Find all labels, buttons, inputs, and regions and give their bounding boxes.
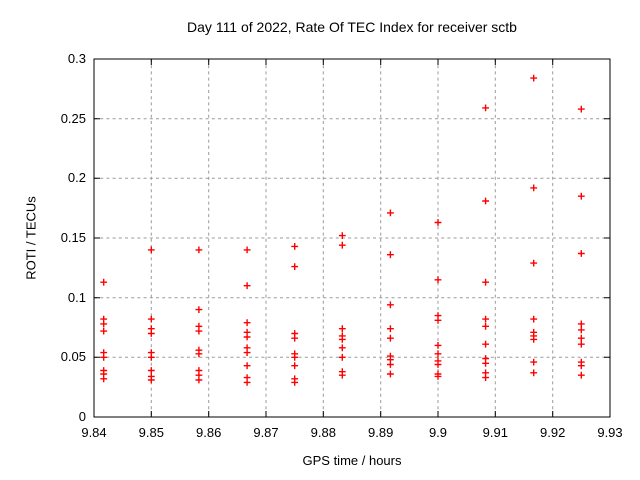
x-tick-label: 9.9 bbox=[428, 425, 448, 440]
data-point-markers bbox=[100, 74, 585, 386]
x-tick-label: 9.91 bbox=[482, 425, 508, 440]
x-tick-label: 9.87 bbox=[253, 425, 279, 440]
y-tick-label: 0.25 bbox=[60, 110, 86, 126]
y-tick-label: 0 bbox=[78, 409, 86, 424]
y-tick-label: 0.05 bbox=[60, 349, 86, 365]
x-tick-label: 9.89 bbox=[368, 425, 394, 440]
y-tick-label: 0.3 bbox=[67, 51, 86, 66]
x-tick-label: 9.85 bbox=[138, 425, 164, 440]
x-tick-label: 9.88 bbox=[310, 425, 336, 440]
y-tick-label: 0.15 bbox=[60, 230, 86, 245]
x-tick-label: 9.86 bbox=[196, 425, 222, 440]
x-tick-label: 9.84 bbox=[81, 425, 107, 440]
x-tick-label: 9.92 bbox=[540, 425, 566, 440]
gridlines bbox=[94, 59, 610, 417]
y-tick-label: 0.2 bbox=[67, 170, 86, 186]
x-axis-label: GPS time / hours bbox=[302, 453, 402, 468]
y-tick-label: 0.1 bbox=[67, 289, 86, 305]
x-tick-label: 9.93 bbox=[597, 425, 623, 440]
chart-title: Day 111 of 2022, Rate Of TEC Index for r… bbox=[187, 19, 517, 35]
plot-border bbox=[93, 58, 611, 418]
